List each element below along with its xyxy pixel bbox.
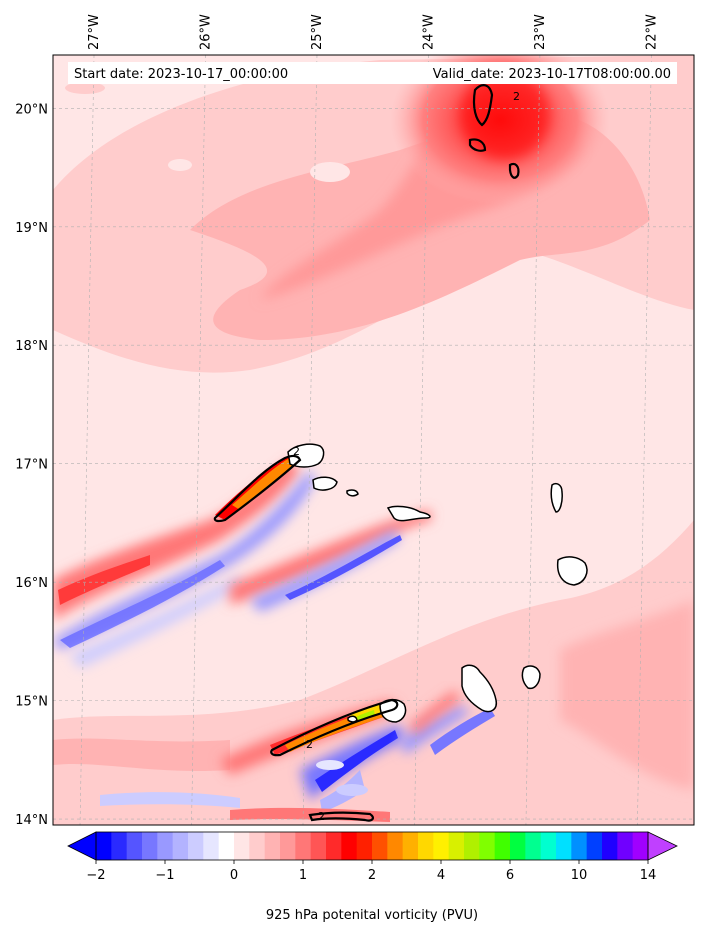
colorbar-segment: [479, 832, 496, 860]
colorbar-over-arrow: [647, 831, 678, 861]
colorbar-tick-label: 10: [571, 868, 588, 883]
pv-field: [53, 55, 694, 825]
colorbar-segment: [234, 832, 250, 860]
coastlines: [287, 443, 588, 723]
meridian-line: [637, 55, 652, 825]
colorbar: −2 −1 0 1 2 4 6 10 14: [67, 831, 678, 883]
colorbar-tick-label: −1: [155, 868, 174, 883]
x-axis-labels: 27°W 26°W 25°W 24°W 23°W 22°W: [87, 14, 659, 50]
colorbar-tick-label: 4: [437, 868, 445, 883]
colorbar-segment: [494, 832, 511, 860]
contour-label: 2: [318, 810, 325, 823]
date-annotation: Start date: 2023-10-17_00:00:00 Valid_da…: [68, 62, 677, 84]
pv-santo-antao-orange: [232, 455, 300, 510]
y-tick-label: 18°N: [15, 339, 48, 354]
colorbar-segment: [188, 832, 204, 860]
colorbar-segment: [172, 832, 189, 860]
colorbar-segment: [203, 832, 220, 860]
colorbar-segment: [571, 832, 588, 860]
meridian-line: [525, 55, 541, 825]
y-tick-label: 17°N: [15, 458, 48, 473]
x-tick-label: 24°W: [421, 14, 436, 50]
colorbar-segment: [433, 832, 450, 860]
x-tick-label: 25°W: [310, 14, 325, 50]
colorbar-segment: [249, 832, 266, 860]
colorbar-segment: [96, 832, 112, 860]
valid-date-text: Valid_date: 2023-10-17T08:00:00.00: [433, 67, 671, 82]
y-axis-labels: 14°N 15°N 16°N 17°N 18°N 19°N 20°N: [15, 102, 48, 828]
island-sal: [550, 482, 563, 513]
colorbar-segment: [586, 832, 603, 860]
colorbar-segment: [218, 832, 235, 860]
y-tick-label: 19°N: [15, 221, 48, 236]
colorbar-segment: [142, 832, 158, 860]
island-sao-nicolau: [386, 505, 431, 522]
contour-label: 2: [293, 445, 300, 458]
colorbar-segment: [280, 832, 296, 860]
colorbar-tick-label: 0: [230, 868, 238, 883]
y-tick-label: 14°N: [15, 813, 48, 828]
island-maio: [521, 665, 541, 690]
island-brava: [347, 715, 358, 723]
x-tick-label: 26°W: [198, 14, 213, 50]
colorbar-segment: [464, 832, 480, 860]
colorbar-title: 925 hPa potenital vorticity (PVU): [266, 908, 478, 923]
map-frame: [52, 54, 695, 826]
colorbar-tick-label: 2: [368, 868, 376, 883]
meridian-line: [79, 55, 95, 825]
x-tick-label: 27°W: [87, 14, 102, 50]
colorbar-segment: [111, 832, 128, 860]
start-date-text: Start date: 2023-10-17_00:00:00: [74, 67, 288, 82]
colorbar-segment: [402, 832, 419, 860]
meridian-line: [414, 55, 429, 825]
colorbar-tick-label: 1: [299, 868, 307, 883]
contour-label: 2: [513, 90, 520, 103]
colorbar-segment: [264, 832, 281, 860]
island-santa-luzia: [346, 489, 359, 497]
colorbar-segment: [157, 832, 174, 860]
colorbar-segment: [356, 832, 373, 860]
colorbar-segment: [326, 832, 342, 860]
y-tick-label: 20°N: [15, 102, 48, 117]
colorbar-tick-label: 6: [506, 868, 514, 883]
pv-sw-band-blue: [53, 470, 315, 650]
colorbar-segment: [418, 832, 434, 860]
meridian-line: [191, 55, 206, 825]
island-boa-vista: [556, 556, 588, 586]
y-tick-label: 16°N: [15, 576, 48, 591]
contour-label: 2: [306, 738, 313, 751]
colorbar-segment: [525, 832, 542, 860]
colorbar-segment: [387, 832, 404, 860]
colorbar-segment: [126, 832, 143, 860]
x-tick-label: 23°W: [533, 14, 548, 50]
island-sao-vicente: [312, 476, 338, 491]
contour-labels: 2 2 2 2: [293, 90, 520, 823]
pv-mid-band: [230, 510, 432, 605]
meridian-line: [302, 55, 318, 825]
colorbar-under-arrow: [67, 831, 97, 861]
colorbar-segment: [540, 832, 557, 860]
colorbar-segment: [632, 832, 649, 860]
x-tick-label: 22°W: [644, 14, 659, 50]
y-tick-label: 15°N: [15, 695, 48, 710]
colorbar-segment: [448, 832, 465, 860]
colorbar-segment: [602, 832, 618, 860]
colorbar-segment: [372, 832, 388, 860]
colorbar-segment: [310, 832, 327, 860]
pv-2-contours: [213, 84, 520, 822]
colorbar-segment: [341, 832, 358, 860]
colorbar-segment: [510, 832, 526, 860]
colorbar-segment: [295, 832, 312, 860]
colorbar-segment: [556, 832, 572, 860]
island-santiago: [461, 664, 498, 713]
colorbar-tick-label: 14: [640, 868, 657, 883]
colorbar-segment: [617, 832, 634, 860]
colorbar-tick-label: −2: [86, 868, 105, 883]
